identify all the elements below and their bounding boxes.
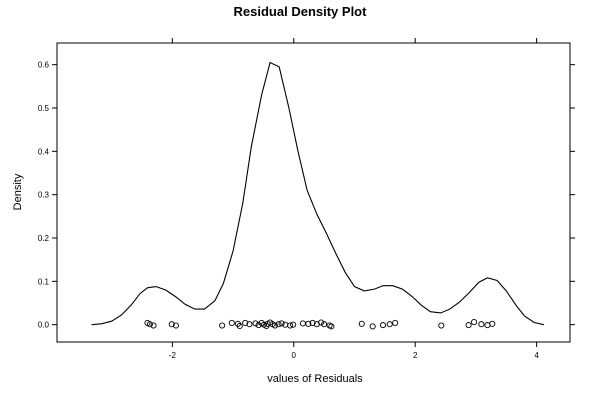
residual-point	[299, 320, 306, 327]
y-tick-label: 0.3	[38, 191, 50, 200]
residual-point	[309, 319, 316, 326]
residual-point	[168, 321, 175, 328]
residual-point	[172, 322, 180, 329]
residual-point	[471, 319, 478, 326]
x-axis-label: values of Residuals	[267, 373, 363, 385]
residual-point	[242, 319, 249, 326]
y-tick-label: 0.4	[38, 147, 50, 156]
residual-point	[278, 320, 285, 327]
residual-point	[305, 320, 312, 327]
y-tick-label: 0.1	[38, 277, 50, 286]
residual-point	[392, 319, 399, 326]
plot-frame	[56, 42, 571, 343]
axis-ticks: -2 0 2 4 0.0 0.1 0.2 0.3 0.4 0.5 0.6	[38, 38, 575, 360]
y-tick-label: 0.2	[38, 234, 50, 243]
density-curve	[91, 61, 545, 326]
residual-point	[379, 322, 387, 329]
chart-title: Residual Density Plot	[234, 4, 368, 19]
residual-point	[219, 322, 226, 329]
residual-point	[465, 322, 472, 329]
plot-marks	[91, 61, 545, 330]
x-tick-label: -2	[169, 351, 177, 360]
residual-point	[321, 321, 328, 328]
residual-point	[290, 321, 297, 328]
residual-point	[150, 322, 157, 329]
residual-point	[478, 321, 485, 328]
residual-point	[489, 320, 496, 327]
x-tick-label: 0	[292, 351, 297, 360]
x-tick-label: 4	[534, 351, 539, 360]
y-tick-label: 0.6	[38, 61, 50, 70]
residual-point	[484, 322, 491, 329]
residual-point	[358, 320, 365, 327]
residual-point	[328, 323, 335, 330]
y-tick-label: 0.0	[38, 321, 50, 330]
x-tick-label: 2	[413, 351, 418, 360]
residual-point	[252, 320, 259, 327]
residual-point	[246, 321, 253, 328]
residual-point	[146, 321, 153, 328]
residual-point	[228, 319, 235, 326]
residual-point	[369, 323, 376, 330]
residual-point	[271, 322, 279, 329]
residual-point	[386, 321, 393, 328]
residual-point	[318, 319, 325, 326]
residual-point	[236, 322, 243, 330]
residual-point	[287, 322, 294, 329]
y-axis-label: Density	[12, 173, 24, 210]
y-tick-label: 0.5	[38, 104, 50, 113]
residual-point	[438, 322, 445, 329]
residual-point	[275, 321, 282, 328]
